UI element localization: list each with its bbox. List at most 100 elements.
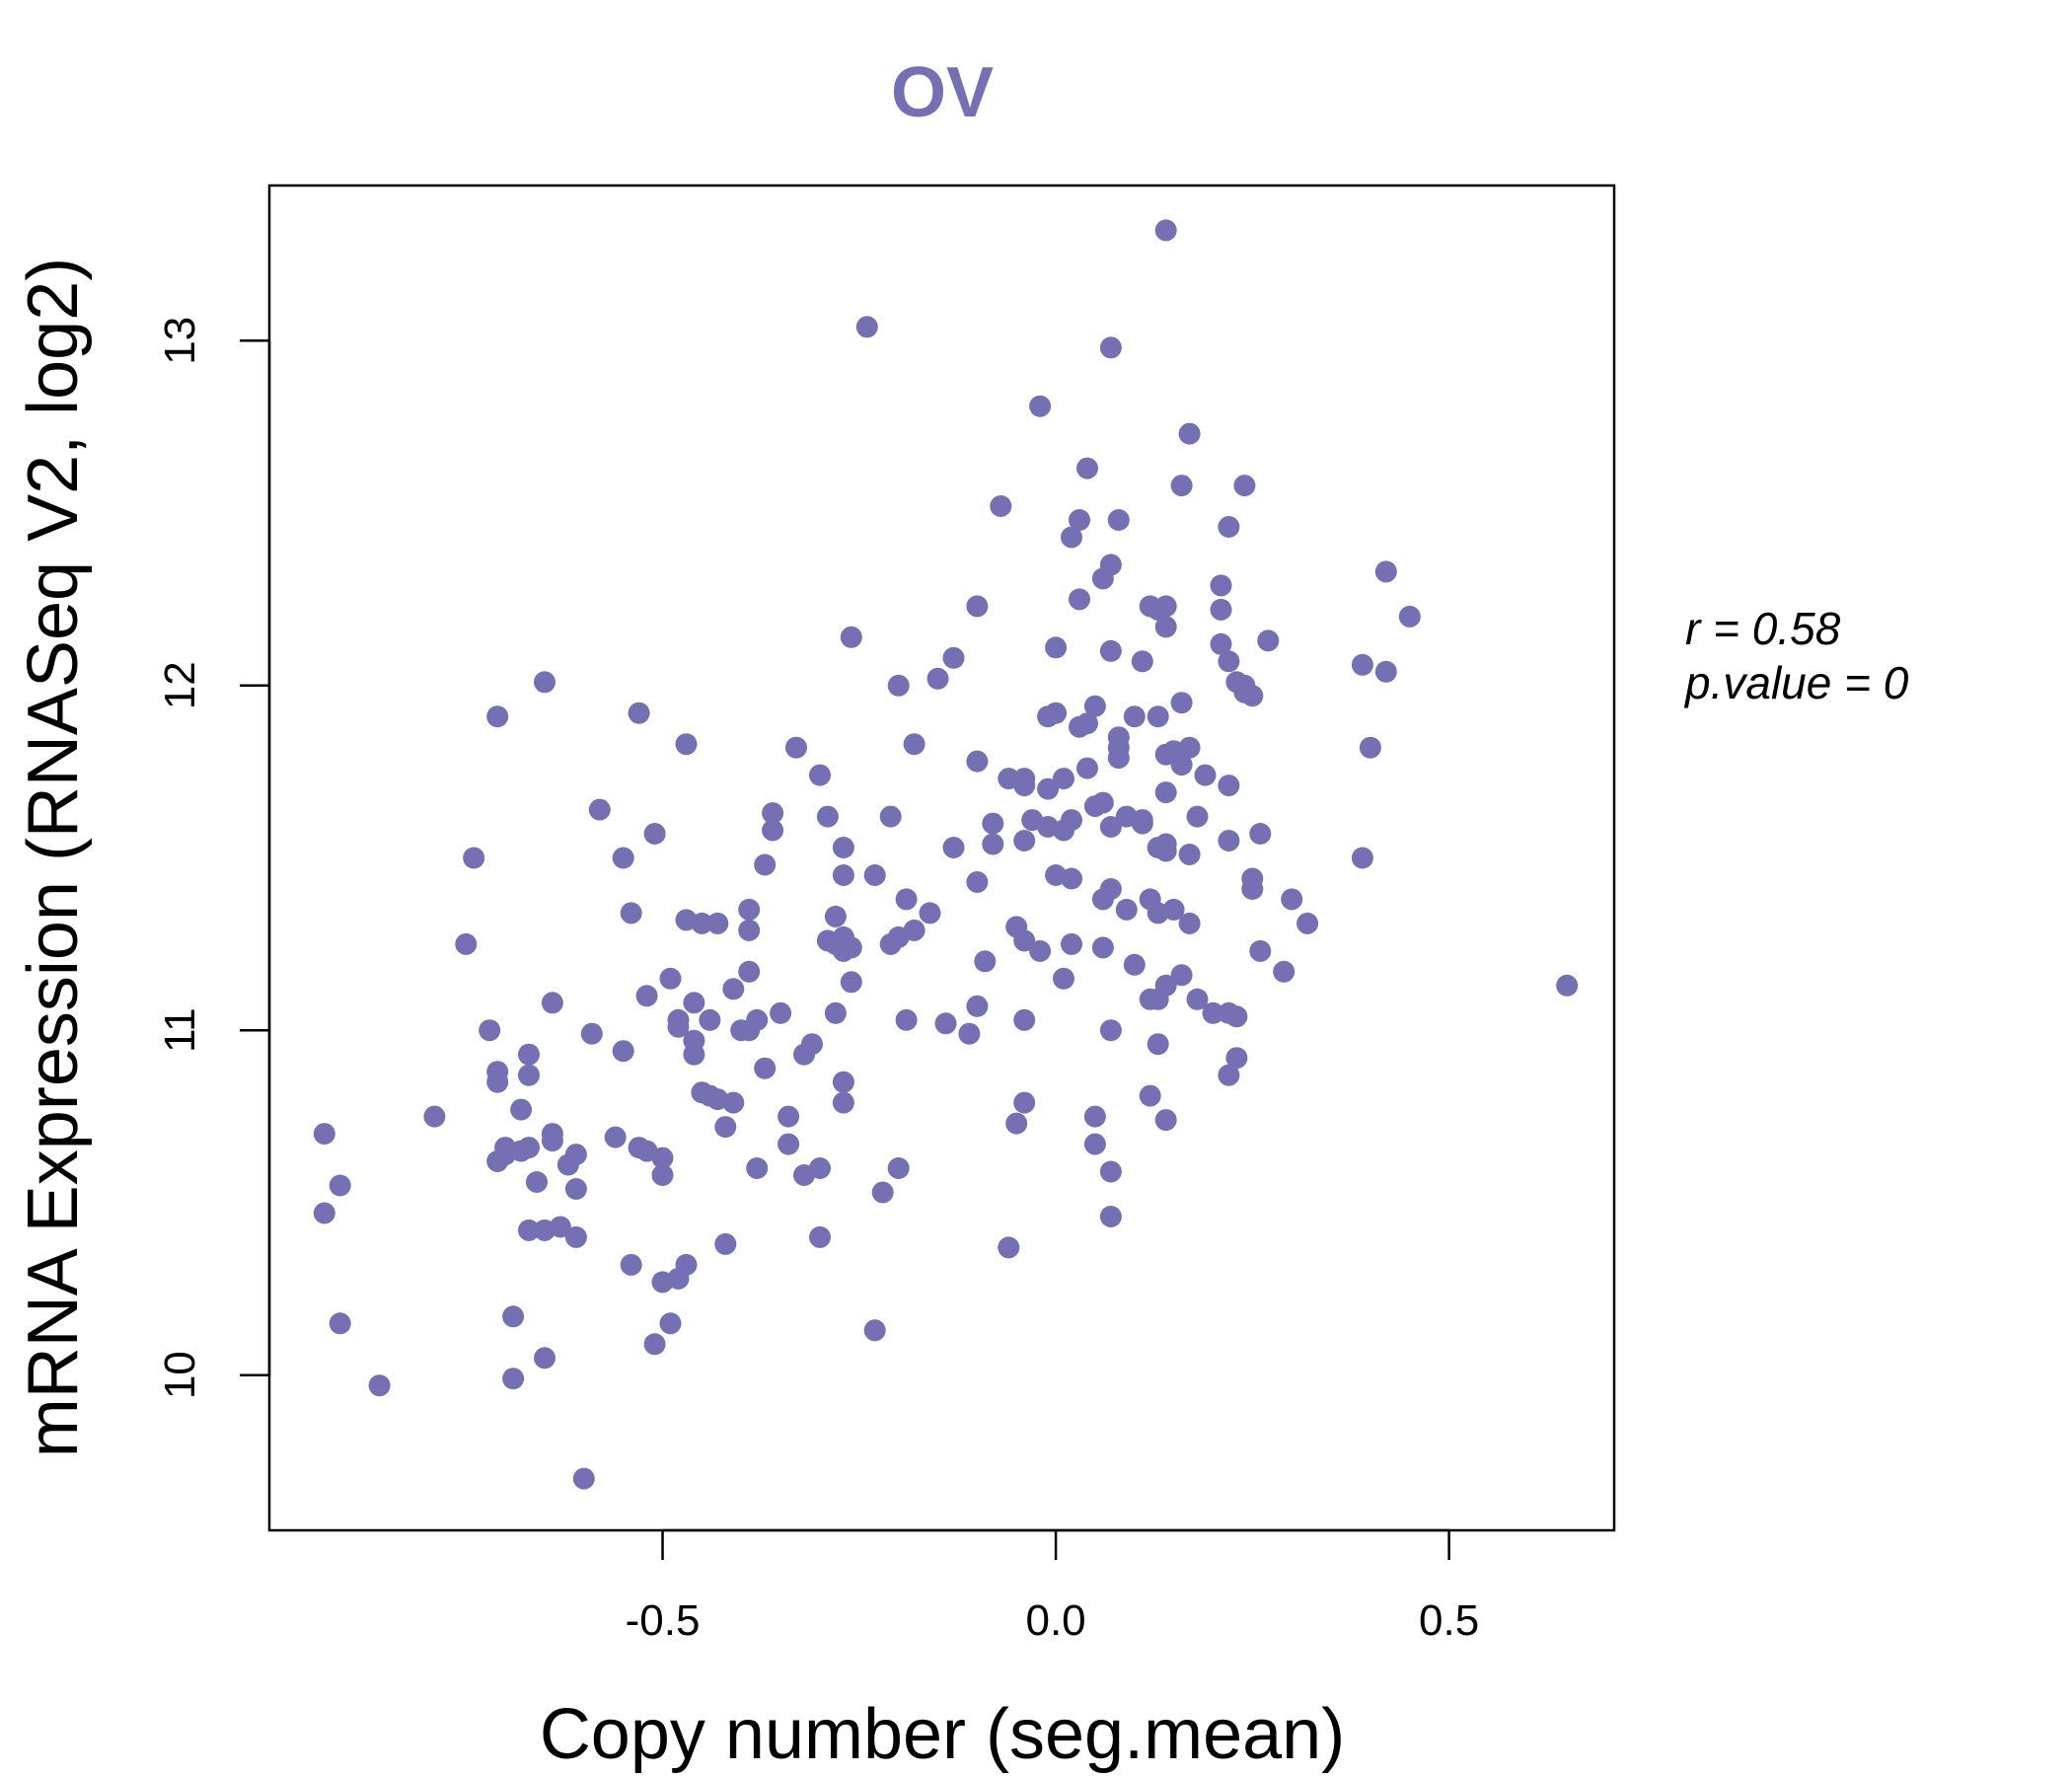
data-point (832, 1091, 854, 1114)
data-point (1083, 1133, 1106, 1155)
data-point (1061, 526, 1082, 549)
data-point (667, 1008, 690, 1031)
data-point (526, 1171, 548, 1193)
chart-title: OV (891, 53, 994, 132)
data-point (934, 1012, 957, 1035)
data-point (423, 1105, 446, 1128)
data-point (1202, 1001, 1224, 1024)
data-point (1037, 777, 1060, 800)
data-point (541, 1130, 563, 1152)
data-point (564, 1225, 587, 1248)
data-point (518, 1137, 540, 1159)
data-point (486, 705, 509, 728)
data-point (643, 823, 666, 845)
data-point (651, 1147, 674, 1169)
data-point (1091, 936, 1114, 959)
points-layer (313, 219, 1579, 1490)
data-point (502, 1368, 525, 1390)
data-point (1178, 844, 1201, 865)
data-point (313, 1202, 335, 1224)
data-point (635, 985, 658, 1007)
data-point (1170, 754, 1193, 777)
data-point (1210, 632, 1232, 655)
x-axis-ticks: -0.5 0.0 0.5 (626, 1530, 1479, 1645)
data-point (1241, 685, 1264, 707)
data-point (990, 495, 1012, 517)
data-point (1154, 219, 1177, 242)
data-point (683, 992, 705, 1014)
data-point (1359, 736, 1381, 759)
data-point (895, 1008, 918, 1031)
data-point (832, 837, 854, 858)
data-point (722, 978, 745, 1000)
data-point (1061, 867, 1082, 890)
data-point (620, 1253, 642, 1276)
data-point (1154, 840, 1177, 862)
data-point (1281, 888, 1303, 911)
data-point (895, 888, 918, 911)
data-point (1013, 1008, 1036, 1031)
data-point (1218, 775, 1240, 797)
data-point (1123, 705, 1146, 728)
data-point (518, 1064, 540, 1086)
data-point (754, 853, 777, 876)
data-point (479, 1019, 501, 1042)
data-point (801, 1033, 823, 1056)
data-point (1005, 1112, 1028, 1135)
data-point (564, 1144, 587, 1166)
data-point (966, 995, 989, 1017)
data-point (1099, 1160, 1122, 1183)
data-point (1013, 830, 1036, 851)
data-point (1099, 639, 1122, 662)
data-point (1170, 964, 1193, 987)
data-point (958, 1022, 981, 1045)
x-axis-title: Copy number (seg.mean) (540, 1695, 1345, 1774)
data-point (1053, 967, 1074, 990)
data-point (683, 1043, 705, 1066)
data-point (502, 1305, 525, 1328)
data-point (1115, 898, 1138, 921)
data-point (1218, 650, 1240, 673)
data-point (620, 902, 642, 925)
data-point (612, 1040, 634, 1063)
data-point (903, 733, 925, 756)
data-point (887, 674, 910, 697)
data-point (903, 919, 925, 941)
data-point (1186, 988, 1209, 1010)
data-point (329, 1312, 351, 1335)
data-point (518, 1219, 540, 1241)
data-point (659, 1312, 682, 1335)
data-point (1210, 574, 1232, 597)
data-point (313, 1123, 335, 1146)
data-point (1154, 974, 1177, 997)
data-point (1257, 629, 1280, 652)
data-point (518, 1043, 540, 1066)
data-point (754, 1057, 777, 1079)
data-point (675, 733, 698, 756)
data-point (1556, 974, 1579, 997)
data-point (643, 1333, 666, 1356)
data-point (1107, 509, 1130, 531)
data-point (738, 898, 761, 921)
data-point (1147, 705, 1169, 728)
data-point (1398, 605, 1421, 628)
y-tick-label: 13 (156, 317, 204, 365)
data-point (785, 736, 807, 759)
data-point (942, 646, 965, 669)
data-point (1162, 898, 1185, 921)
data-point (1178, 736, 1201, 759)
data-point (966, 750, 989, 773)
data-point (1076, 457, 1098, 480)
data-point (762, 819, 784, 842)
data-point (926, 667, 949, 690)
data-point (1374, 660, 1397, 683)
data-point (541, 992, 563, 1014)
data-point (1154, 1109, 1177, 1132)
data-point (863, 864, 886, 886)
data-point (1029, 939, 1052, 962)
data-point (1091, 791, 1114, 814)
data-point (879, 805, 902, 828)
data-point (1123, 953, 1146, 976)
data-point (455, 932, 478, 955)
data-point (534, 671, 555, 694)
